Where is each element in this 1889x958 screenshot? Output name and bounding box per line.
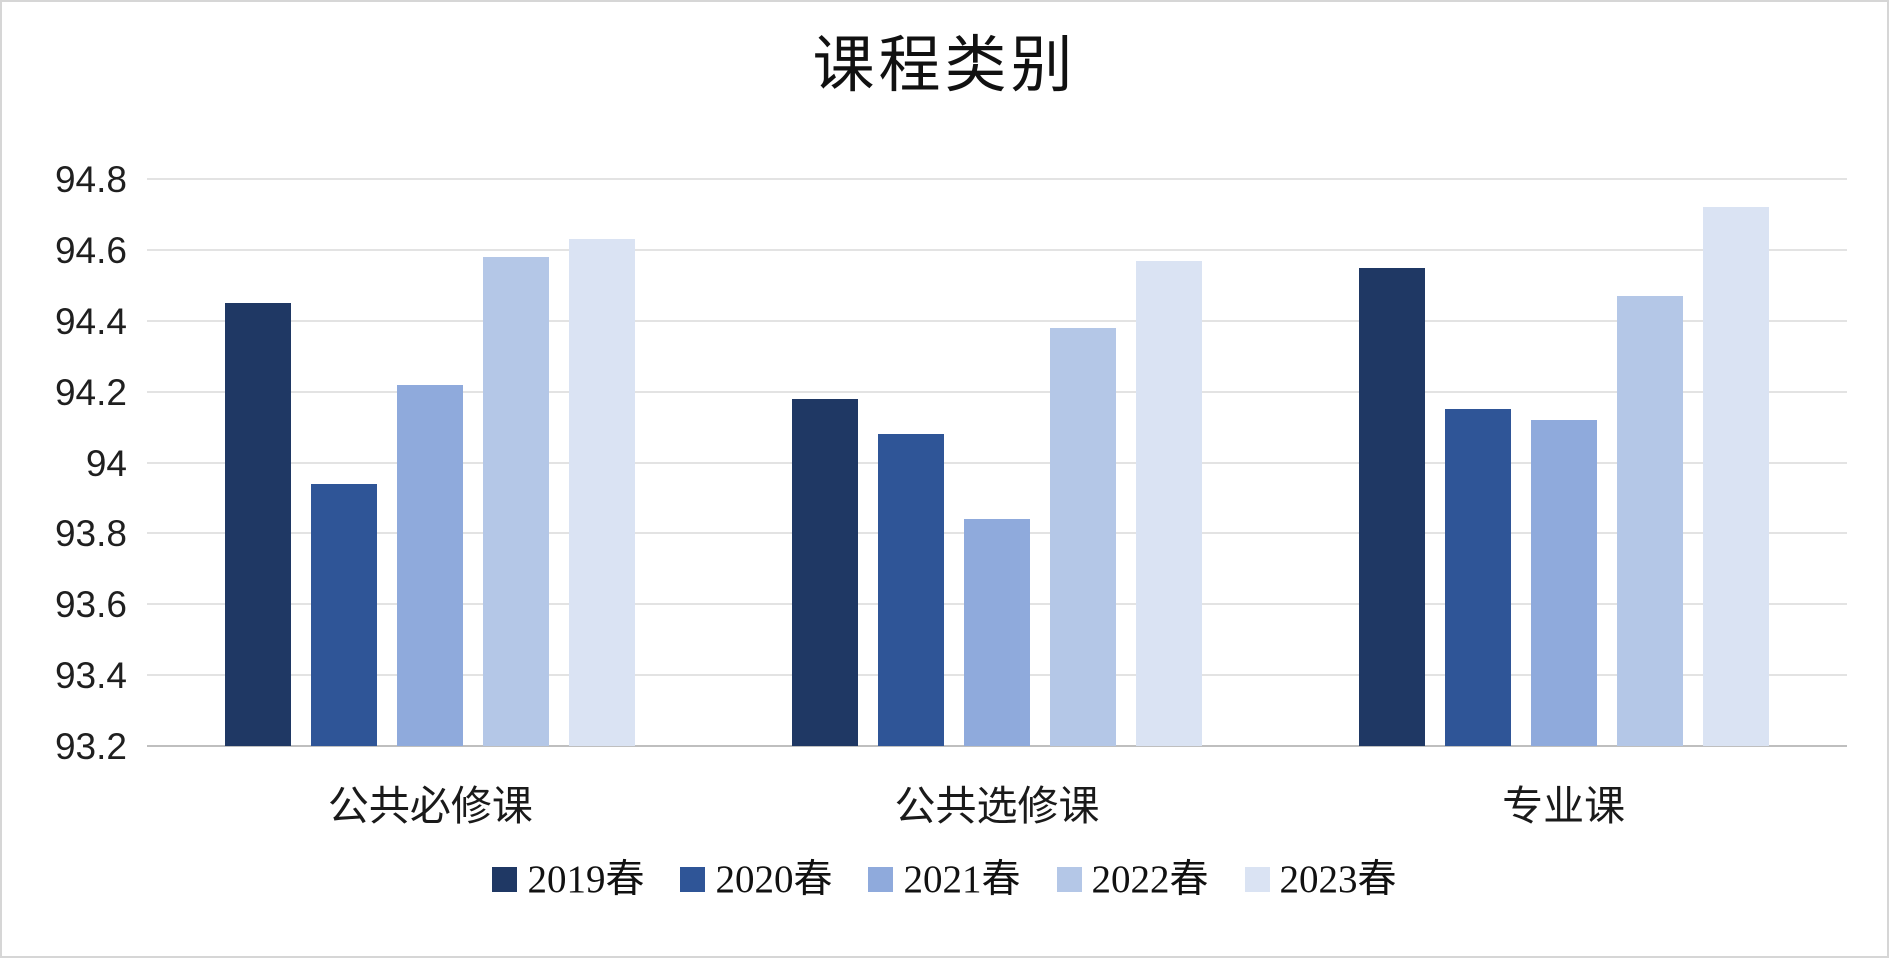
legend-item-2019春[interactable]: 2019春	[492, 860, 644, 899]
y-tick-label: 93.8	[54, 513, 127, 555]
y-tick-label: 93.6	[54, 584, 127, 626]
y-tick-label: 94.6	[54, 229, 127, 271]
legend-swatch-icon	[1244, 867, 1270, 892]
gridline	[147, 248, 1847, 251]
chart-title: 课程类别	[812, 32, 1077, 100]
gridline	[147, 178, 1847, 180]
legend-label: 2019春	[527, 858, 645, 901]
bar-2021春-公共选修课[interactable]	[964, 519, 1030, 746]
legend-item-2022春[interactable]: 2022春	[1056, 858, 1209, 901]
gridline	[147, 390, 1847, 393]
legend: 2019春 2020春 2021春 2022春 2023春	[2, 860, 1887, 899]
bar-2019春-公共必修课[interactable]	[225, 303, 292, 746]
y-tick-label: 94.4	[54, 300, 127, 342]
bar-2023春-公共必修课[interactable]	[569, 239, 636, 746]
bar-2022春-专业课[interactable]	[1616, 295, 1683, 746]
bar-2023春-公共选修课[interactable]	[1136, 260, 1202, 746]
legend-swatch-icon	[868, 867, 894, 892]
y-tick-label: 94.8	[54, 159, 127, 200]
y-tick-label: 94	[85, 442, 127, 484]
y-tick-label: 93.2	[54, 726, 127, 767]
legend-item-2023春[interactable]: 2023春	[1244, 858, 1397, 901]
bar-2020春-专业课[interactable]	[1444, 409, 1511, 746]
legend-label: 2021春	[903, 858, 1021, 901]
legend-label: 2020春	[715, 858, 833, 901]
x-category-label: 公共选修课	[894, 783, 1100, 829]
x-axis-line	[147, 745, 1847, 747]
gridline	[147, 461, 1847, 464]
y-tick-label: 94.2	[54, 371, 127, 413]
legend-item-2021春[interactable]: 2021春	[868, 858, 1021, 901]
x-category-label: 公共必修课	[327, 783, 533, 829]
bar-2022春-公共必修课[interactable]	[483, 256, 550, 746]
legend-label: 2022春	[1091, 858, 1209, 901]
legend-swatch-icon	[1056, 867, 1082, 892]
bar-2023春-专业课[interactable]	[1702, 207, 1769, 746]
legend-item-2020春[interactable]: 2020春	[680, 860, 832, 899]
bar-2021春-专业课[interactable]	[1530, 419, 1597, 746]
gridline	[147, 319, 1847, 322]
y-tick-label: 93.4	[54, 655, 127, 697]
legend-label: 2023春	[1279, 858, 1397, 901]
x-category-label: 专业课	[1502, 783, 1626, 829]
bar-2020春-公共选修课[interactable]	[878, 434, 944, 746]
legend-swatch-icon	[492, 867, 518, 892]
bar-2019春-专业课[interactable]	[1358, 267, 1425, 746]
plot-area: 93.2 93.4 93.6 93.8 94 94.2 94.4 94.6 94.8 公共必修课 公…	[55, 161, 1847, 829]
bar-2020春-公共必修课[interactable]	[311, 483, 378, 746]
bar-2021春-公共必修课[interactable]	[397, 384, 464, 746]
bar-2022春-公共选修课[interactable]	[1050, 327, 1116, 746]
bar-2019春-公共选修课[interactable]	[792, 398, 858, 746]
legend-swatch-icon	[680, 867, 706, 892]
